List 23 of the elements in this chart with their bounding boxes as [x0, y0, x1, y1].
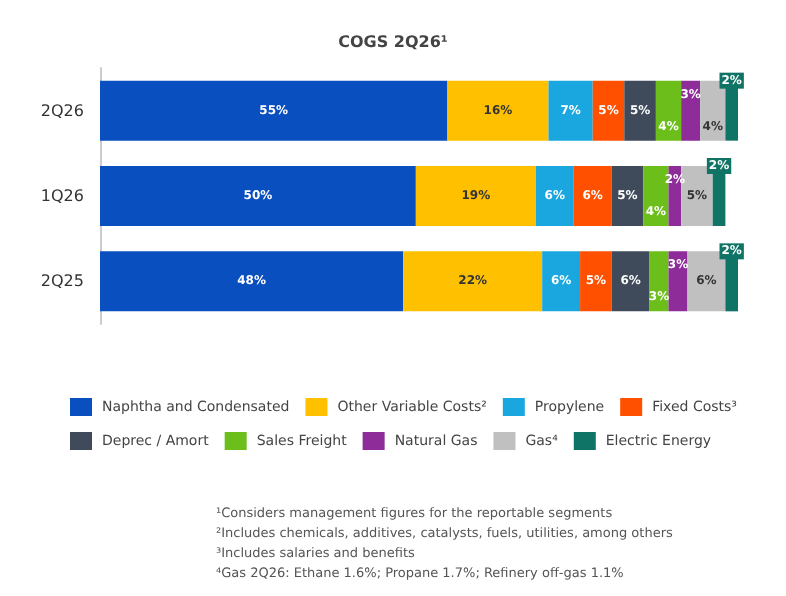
bar — [592, 80, 625, 141]
bar — [542, 251, 581, 312]
bar — [403, 251, 543, 312]
bar — [611, 166, 644, 226]
bar — [624, 80, 656, 141]
y-tick-label: 2Q26 — [40, 101, 84, 120]
y-tick-label: 2Q25 — [40, 272, 84, 291]
bar — [100, 251, 404, 312]
bar — [548, 80, 593, 141]
bar — [643, 166, 669, 226]
bar — [100, 80, 448, 141]
chart-title: COGS 2Q26¹ — [338, 33, 449, 51]
bar — [573, 166, 612, 226]
bar — [687, 251, 726, 312]
bar — [100, 166, 416, 226]
bar — [415, 166, 536, 226]
bar — [580, 251, 612, 312]
bar — [655, 80, 682, 141]
y-tick-label: 1Q26 — [40, 187, 84, 205]
bar — [535, 166, 574, 226]
bar — [611, 251, 650, 312]
bar — [681, 166, 713, 226]
bar — [447, 80, 549, 141]
